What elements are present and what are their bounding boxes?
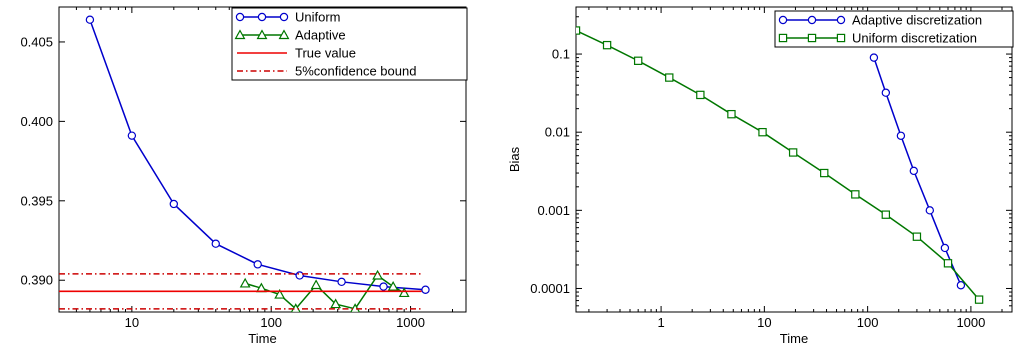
- legend-swatch-marker: [234, 29, 246, 40]
- series-0-point: [253, 260, 262, 269]
- x-tick-label: 100: [260, 315, 282, 330]
- series-0-point: [337, 277, 346, 287]
- series-1-point: [943, 259, 953, 268]
- y-tick-label: 0.01: [545, 125, 570, 140]
- series-0-point: [211, 239, 220, 248]
- plot-area: [59, 15, 430, 312]
- legend-entry-label: Adaptive: [295, 28, 346, 43]
- series-1-point: [274, 288, 286, 299]
- legend-swatch-marker: [279, 12, 289, 22]
- series-1-point: [881, 210, 891, 219]
- series-0-point: [169, 199, 179, 209]
- series-0-point: [896, 131, 906, 140]
- plot-frame: [58, 6, 467, 313]
- series-1-point: [576, 26, 581, 35]
- legend-swatch-marker: [778, 15, 788, 25]
- y-tick-label: 0.395: [20, 193, 53, 208]
- series-0-point: [909, 166, 919, 176]
- x-tick-label: 100: [857, 315, 879, 330]
- series-0-point: [956, 281, 966, 290]
- series-1-point: [398, 287, 410, 298]
- series-0-point: [295, 271, 304, 280]
- series-1-point: [912, 232, 922, 241]
- series-0-point: [421, 285, 430, 294]
- series-1-point: [310, 279, 322, 290]
- series-0-point: [940, 243, 950, 253]
- series-1-point: [372, 269, 384, 280]
- series-1-point: [788, 148, 798, 157]
- series-1-point: [727, 109, 736, 119]
- legend-box: [231, 7, 468, 81]
- series-1-point: [633, 56, 643, 65]
- series-1-point: [387, 280, 399, 291]
- series-1-point: [602, 40, 612, 50]
- y-tick-label: 0.400: [20, 114, 53, 129]
- legend-entry-label: Uniform: [295, 10, 341, 25]
- legend-entry-label: True value: [295, 46, 356, 61]
- plot-frame: [575, 6, 1013, 313]
- legend-swatch-marker: [807, 15, 817, 25]
- series-0-point: [925, 206, 935, 215]
- legend-swatch-marker: [257, 12, 267, 22]
- chart-right-bias: 1 10 100 1000 0.0001 0.001 0.01 0.1 Time Bias Adap…: [507, 6, 1014, 346]
- series-0-point: [127, 131, 137, 140]
- series-0-point: [881, 88, 891, 97]
- series-1-point: [696, 90, 705, 100]
- series-0-point: [379, 282, 388, 291]
- legend-entry-label: Uniform discretization: [852, 31, 977, 46]
- x-tick-label: 1: [657, 315, 664, 330]
- legend-swatch-marker: [836, 33, 846, 43]
- y-axis-label: Bias: [507, 146, 522, 172]
- x-tick-label: 10: [757, 315, 771, 330]
- x-axis-label: Time: [780, 331, 808, 346]
- y-tick-label: 0.001: [537, 203, 570, 218]
- series-1-point: [974, 295, 984, 304]
- chart-left-convergence: 10 100 1000 0.390 0.395 0.400 0.405 Time Uniform…: [20, 6, 468, 346]
- legend-swatch-marker: [256, 29, 268, 40]
- x-tick-label: 1000: [396, 315, 425, 330]
- y-tick-label: 0.390: [20, 273, 53, 288]
- plot-area: [576, 26, 984, 304]
- series-1-point: [665, 73, 674, 82]
- legend-swatch-marker: [778, 33, 788, 43]
- x-tick-label: 10: [125, 315, 139, 330]
- x-tick-label: 1000: [956, 315, 985, 330]
- legend-swatch-marker: [278, 29, 290, 40]
- y-tick-label: 0.405: [20, 34, 53, 49]
- series-0-point: [869, 53, 879, 62]
- series-1-point: [851, 190, 860, 199]
- legend-swatch-marker: [807, 33, 817, 43]
- legend-entry-label: 5%confidence bound: [295, 64, 416, 79]
- y-tick-label: 0.0001: [530, 281, 570, 296]
- legend-swatch-marker: [235, 12, 245, 22]
- series-1-point: [758, 127, 767, 137]
- y-tick-label: 0.1: [552, 47, 570, 62]
- series-1-point: [820, 168, 829, 178]
- series-1-line: [576, 29, 980, 301]
- x-axis-label: Time: [248, 331, 276, 346]
- legend-swatch-marker: [836, 15, 846, 25]
- series-0-point: [85, 15, 95, 24]
- series-1-point: [239, 277, 251, 288]
- series-1-point: [330, 298, 342, 309]
- legend-entry-label: Adaptive discretization: [852, 13, 982, 28]
